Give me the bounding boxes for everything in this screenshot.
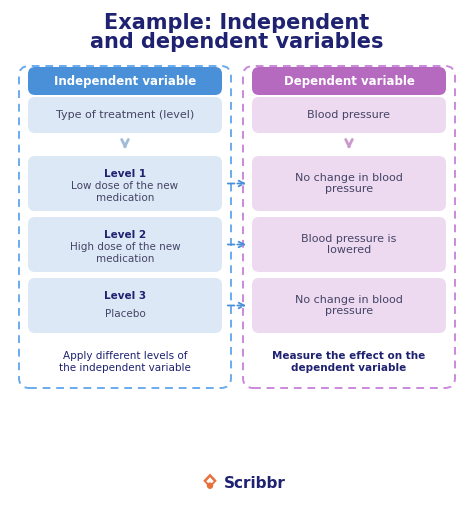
FancyBboxPatch shape — [28, 278, 222, 333]
Text: Level 1: Level 1 — [104, 168, 146, 179]
Text: Independent variable: Independent variable — [54, 75, 196, 88]
FancyBboxPatch shape — [28, 97, 222, 133]
Text: Blood pressure: Blood pressure — [308, 110, 391, 120]
Text: Measure the effect on the
dependent variable: Measure the effect on the dependent vari… — [273, 351, 426, 373]
Text: High dose of the new
medication: High dose of the new medication — [70, 242, 180, 264]
Text: Scribbr: Scribbr — [224, 475, 285, 490]
Text: Example: Independent: Example: Independent — [104, 13, 370, 33]
FancyBboxPatch shape — [252, 217, 446, 272]
FancyBboxPatch shape — [28, 217, 222, 272]
Text: Level 3: Level 3 — [104, 290, 146, 301]
Polygon shape — [203, 474, 217, 488]
FancyBboxPatch shape — [252, 156, 446, 211]
Circle shape — [208, 483, 212, 488]
Text: Low dose of the new
medication: Low dose of the new medication — [72, 181, 179, 202]
Text: Apply different levels of
the independent variable: Apply different levels of the independen… — [59, 351, 191, 373]
Text: No change in blood
pressure: No change in blood pressure — [295, 295, 403, 316]
Polygon shape — [206, 477, 214, 485]
Text: and dependent variables: and dependent variables — [90, 32, 384, 52]
FancyBboxPatch shape — [28, 67, 222, 95]
Text: Type of treatment (level): Type of treatment (level) — [56, 110, 194, 120]
Text: Dependent variable: Dependent variable — [283, 75, 414, 88]
Text: Level 2: Level 2 — [104, 230, 146, 239]
FancyBboxPatch shape — [252, 278, 446, 333]
Text: Placebo: Placebo — [105, 309, 146, 319]
Text: No change in blood
pressure: No change in blood pressure — [295, 173, 403, 194]
FancyBboxPatch shape — [252, 67, 446, 95]
FancyBboxPatch shape — [252, 97, 446, 133]
FancyBboxPatch shape — [28, 156, 222, 211]
Text: Blood pressure is
lowered: Blood pressure is lowered — [301, 234, 397, 255]
